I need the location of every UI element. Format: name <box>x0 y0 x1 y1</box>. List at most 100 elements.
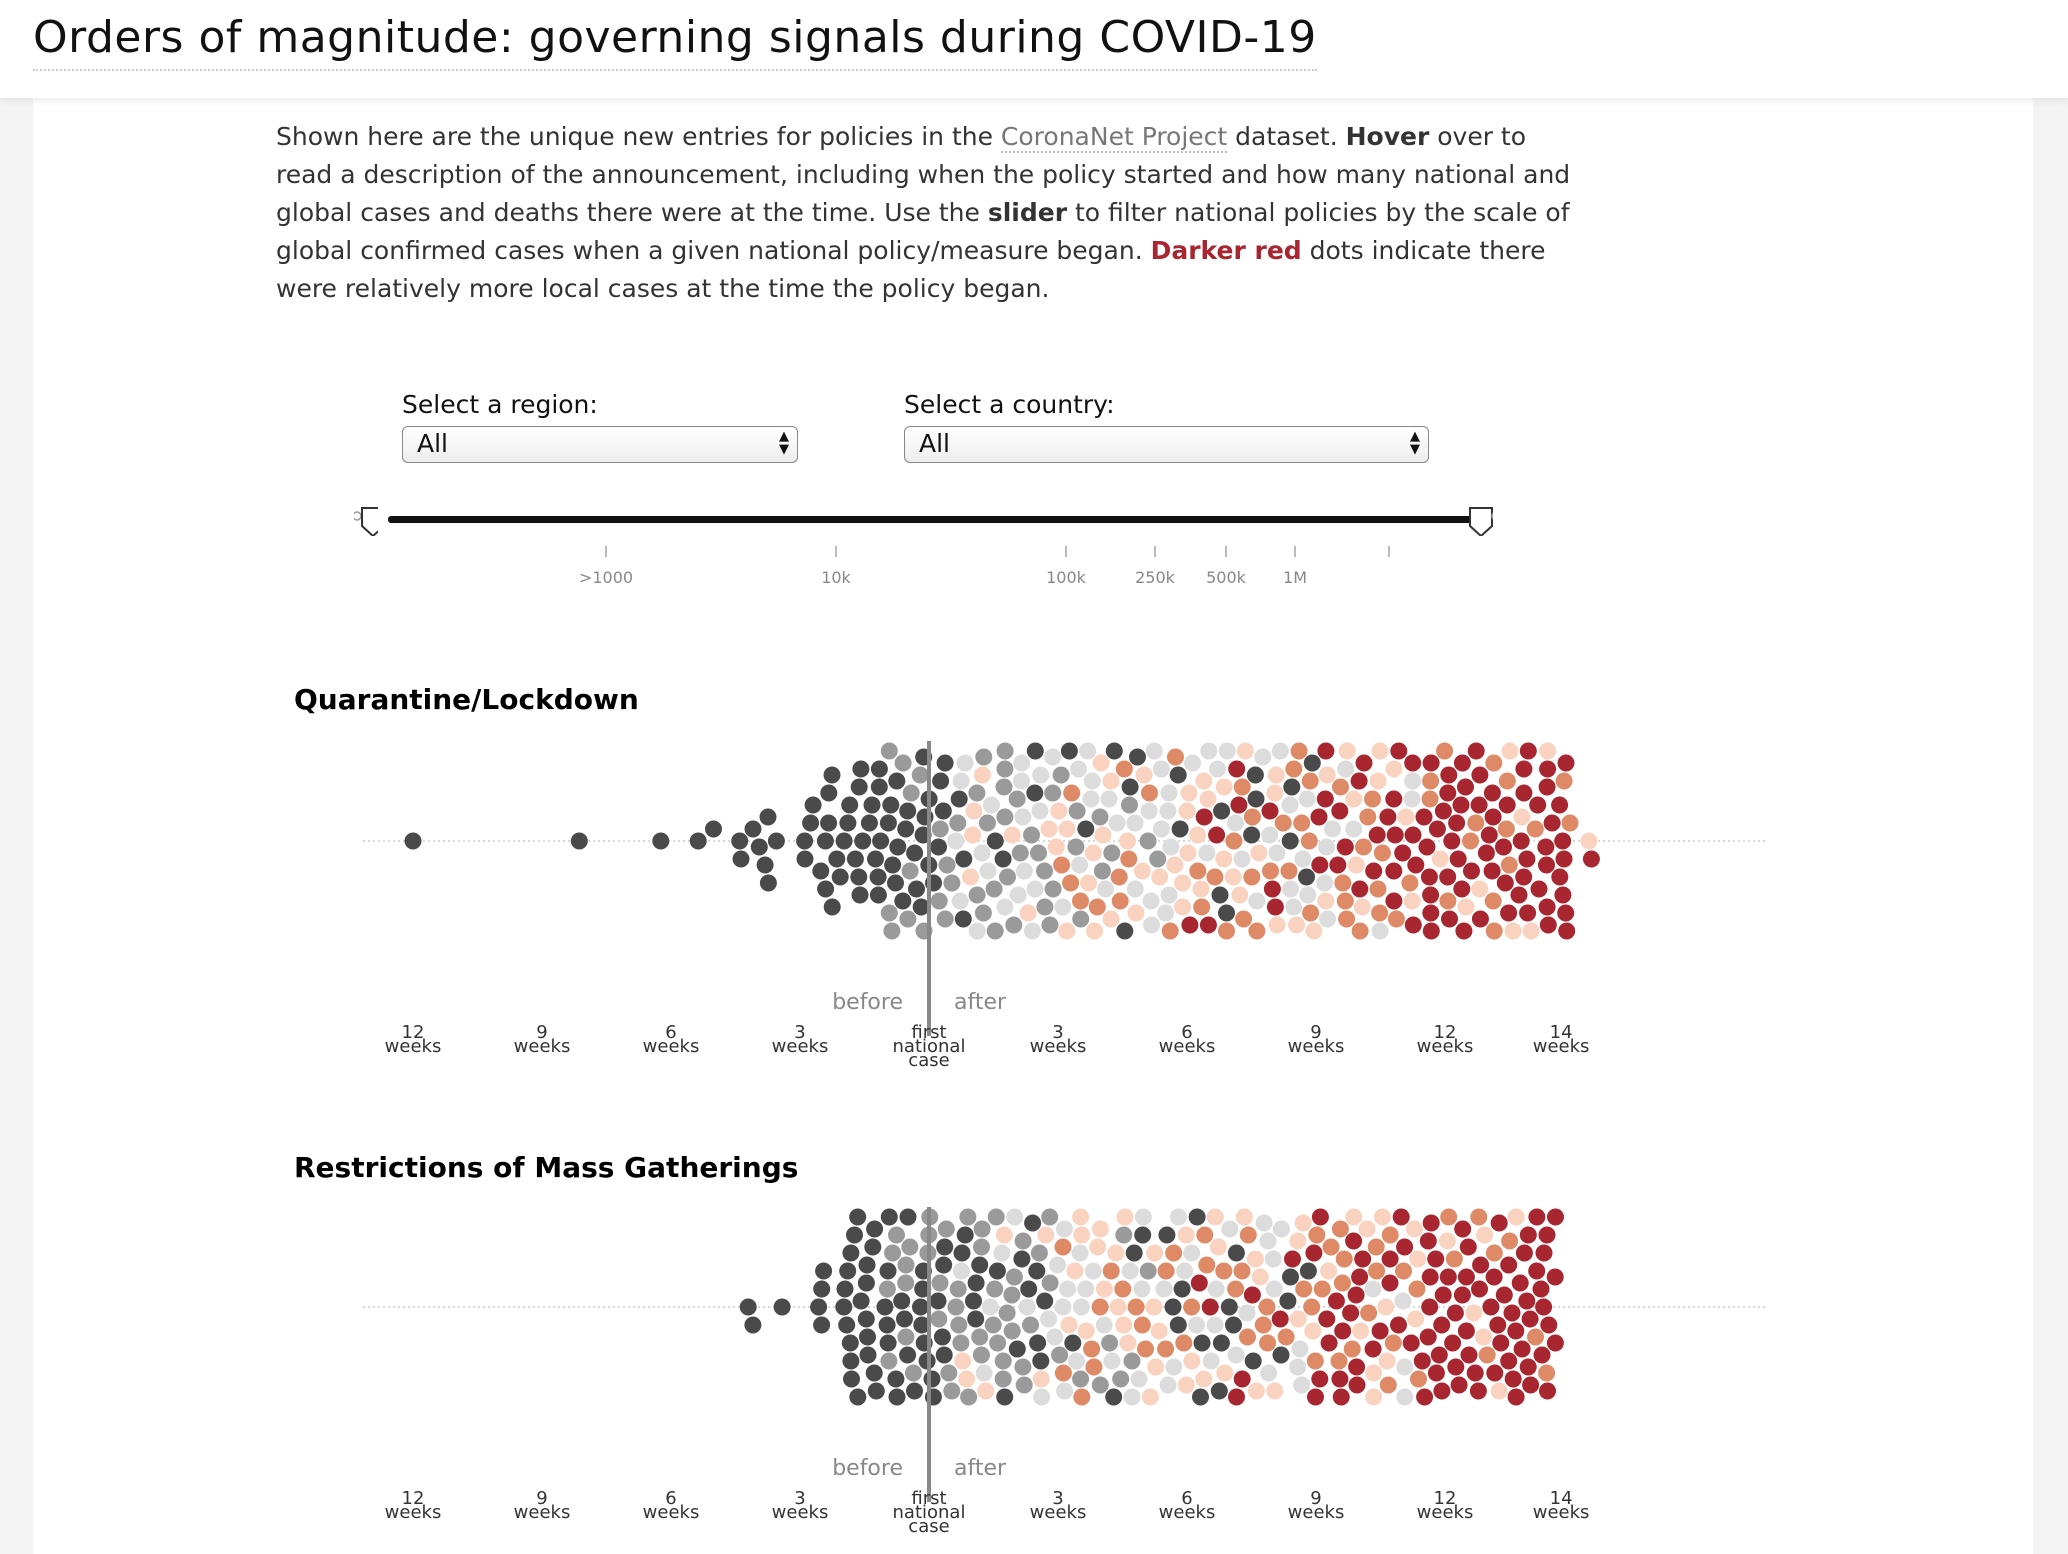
policy-dot[interactable] <box>951 892 969 910</box>
policy-dot[interactable] <box>1308 1226 1326 1244</box>
policy-dot[interactable] <box>1207 1280 1225 1298</box>
policy-dot[interactable] <box>1206 1316 1224 1334</box>
policy-dot[interactable] <box>1157 904 1175 922</box>
policy-dot[interactable] <box>1091 1376 1109 1394</box>
policy-dot[interactable] <box>1041 916 1059 934</box>
policy-dot[interactable] <box>888 772 906 790</box>
policy-dot[interactable] <box>1336 892 1354 910</box>
policy-dot[interactable] <box>1430 1346 1448 1364</box>
policy-dot[interactable] <box>1015 862 1033 880</box>
policy-dot[interactable] <box>1262 862 1279 880</box>
policy-dot[interactable] <box>1422 904 1440 922</box>
policy-dot[interactable] <box>1304 1322 1322 1340</box>
policy-dot[interactable] <box>1068 1352 1085 1370</box>
policy-dot[interactable] <box>1062 874 1080 892</box>
policy-dot[interactable] <box>973 1238 990 1256</box>
policy-dot[interactable] <box>1244 1352 1262 1370</box>
policy-dot[interactable] <box>1044 880 1062 898</box>
policy-dot[interactable] <box>1521 1310 1539 1328</box>
policy-dot[interactable] <box>880 1208 898 1226</box>
policy-dot[interactable] <box>1453 754 1471 772</box>
policy-dot[interactable] <box>1272 1346 1290 1364</box>
policy-dot[interactable] <box>1066 1262 1084 1280</box>
policy-dot[interactable] <box>1365 1364 1383 1382</box>
policy-dot[interactable] <box>1324 820 1341 838</box>
policy-dot[interactable] <box>1288 916 1306 934</box>
policy-dot[interactable] <box>1157 1262 1175 1280</box>
policy-dot[interactable] <box>1522 922 1540 940</box>
policy-dot[interactable] <box>1558 922 1576 940</box>
policy-dot[interactable] <box>1077 1322 1095 1340</box>
policy-dot[interactable] <box>988 1262 1006 1280</box>
policy-dot[interactable] <box>1077 820 1095 838</box>
policy-dot[interactable] <box>1555 850 1573 868</box>
policy-dot[interactable] <box>1084 1262 1102 1280</box>
policy-dot[interactable] <box>1450 1376 1468 1394</box>
policy-dot[interactable] <box>835 832 853 850</box>
policy-dot[interactable] <box>996 760 1014 778</box>
policy-dot[interactable] <box>1009 886 1027 904</box>
policy-dot[interactable] <box>1135 766 1153 784</box>
policy-dot[interactable] <box>878 1280 896 1298</box>
policy-dot[interactable] <box>1316 790 1334 808</box>
policy-dot[interactable] <box>1177 1376 1195 1394</box>
policy-dot[interactable] <box>974 904 992 922</box>
policy-dot[interactable] <box>1033 1388 1051 1406</box>
policy-dot[interactable] <box>1115 1226 1133 1244</box>
policy-dot[interactable] <box>1177 1226 1195 1244</box>
policy-dot[interactable] <box>1044 784 1062 802</box>
policy-dot[interactable] <box>1470 796 1488 814</box>
policy-dot[interactable] <box>857 1310 875 1328</box>
policy-dot[interactable] <box>1091 1298 1109 1316</box>
policy-dot[interactable] <box>1281 796 1299 814</box>
policy-dot[interactable] <box>1227 1280 1245 1298</box>
policy-dot[interactable] <box>1277 1328 1295 1346</box>
policy-dot[interactable] <box>1179 844 1197 862</box>
policy-dot[interactable] <box>1507 1208 1525 1226</box>
policy-dot[interactable] <box>1193 898 1211 916</box>
policy-dot[interactable] <box>884 856 902 874</box>
policy-dot[interactable] <box>1059 1280 1077 1298</box>
policy-dot[interactable] <box>968 784 986 802</box>
policy-dot[interactable] <box>750 838 768 856</box>
policy-dot[interactable] <box>1142 892 1160 910</box>
policy-dot[interactable] <box>1192 1388 1209 1406</box>
policy-dot[interactable] <box>744 1316 762 1334</box>
policy-dot[interactable] <box>899 802 917 820</box>
policy-dot[interactable] <box>968 886 986 904</box>
country-select[interactable]: All ▲ ▼ <box>904 426 1429 463</box>
policy-dot[interactable] <box>1176 1262 1194 1280</box>
policy-dot[interactable] <box>1347 856 1365 874</box>
policy-dot[interactable] <box>1140 802 1158 820</box>
policy-dot[interactable] <box>1539 742 1557 760</box>
policy-dot[interactable] <box>1507 1388 1525 1406</box>
policy-dot[interactable] <box>860 814 878 832</box>
policy-dot[interactable] <box>1028 1262 1046 1280</box>
policy-dot[interactable] <box>1381 1274 1399 1292</box>
policy-dot[interactable] <box>1003 826 1021 844</box>
policy-dot[interactable] <box>1126 814 1144 832</box>
policy-dot[interactable] <box>1333 1274 1351 1292</box>
policy-dot[interactable] <box>947 832 965 850</box>
policy-dot[interactable] <box>1266 784 1284 802</box>
policy-dot[interactable] <box>1368 826 1386 844</box>
policy-dot[interactable] <box>940 1364 958 1382</box>
policy-dot[interactable] <box>1199 916 1217 934</box>
policy-dot[interactable] <box>1284 1250 1301 1268</box>
policy-dot[interactable] <box>1485 922 1503 940</box>
policy-dot[interactable] <box>1289 1310 1307 1328</box>
policy-dot[interactable] <box>1466 1364 1484 1382</box>
policy-dot[interactable] <box>1171 820 1189 838</box>
policy-dot[interactable] <box>1310 808 1328 826</box>
policy-dot[interactable] <box>1386 826 1404 844</box>
policy-dot[interactable] <box>1371 922 1389 940</box>
policy-dot[interactable] <box>1036 862 1053 880</box>
policy-dot[interactable] <box>1298 790 1316 808</box>
policy-dot[interactable] <box>1247 790 1265 808</box>
policy-dot[interactable] <box>1345 820 1363 838</box>
policy-dot[interactable] <box>1040 1310 1058 1328</box>
policy-dot[interactable] <box>956 1226 974 1244</box>
policy-dot[interactable] <box>1299 1262 1317 1280</box>
policy-dot[interactable] <box>1146 1244 1164 1262</box>
policy-dot[interactable] <box>1181 916 1199 934</box>
